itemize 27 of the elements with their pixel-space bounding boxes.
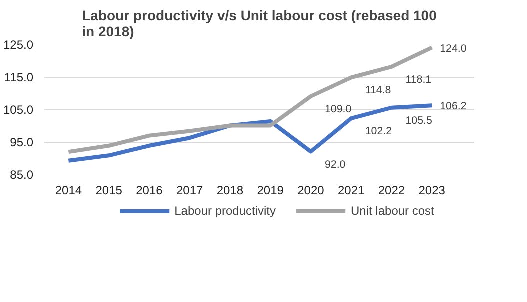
y-tick-label: 115.0	[4, 70, 34, 84]
y-tick-label: 105.0	[3, 103, 34, 117]
data-label: 114.8	[365, 84, 392, 97]
data-label: 118.1	[406, 74, 432, 86]
data-label: 106.2	[440, 100, 467, 113]
data-label: 124.0	[440, 42, 467, 55]
legend-label: Unit labour cost	[351, 204, 434, 218]
data-label: 92.0	[324, 158, 346, 171]
x-tick-label: 2023	[418, 184, 446, 198]
chart-title: Labour productivity v/s Unit labour cost (rebased 100 in 2018)	[82, 8, 438, 40]
legend-label: Labour productivity	[174, 204, 276, 218]
x-tick-label: 2021	[338, 184, 366, 198]
x-tick-label: 2022	[378, 184, 406, 198]
data-label: 109.0	[324, 104, 352, 116]
x-tick-label: 2019	[257, 184, 284, 198]
y-tick-label: 95.0	[10, 136, 34, 150]
x-tick-label: 2018	[216, 184, 244, 198]
x-tick-label: 2015	[96, 184, 123, 198]
x-tick-label: 2017	[176, 184, 204, 198]
data-label: 102.2	[365, 126, 392, 138]
y-tick-label: 125.0	[3, 38, 34, 52]
x-tick-label: 2014	[55, 184, 82, 198]
y-tick-label: 85.0	[10, 168, 34, 182]
data-label: 105.5	[406, 114, 432, 127]
x-tick-label: 2020	[298, 184, 325, 198]
line-series	[66, 46, 434, 154]
x-tick-label: 2016	[136, 184, 164, 198]
